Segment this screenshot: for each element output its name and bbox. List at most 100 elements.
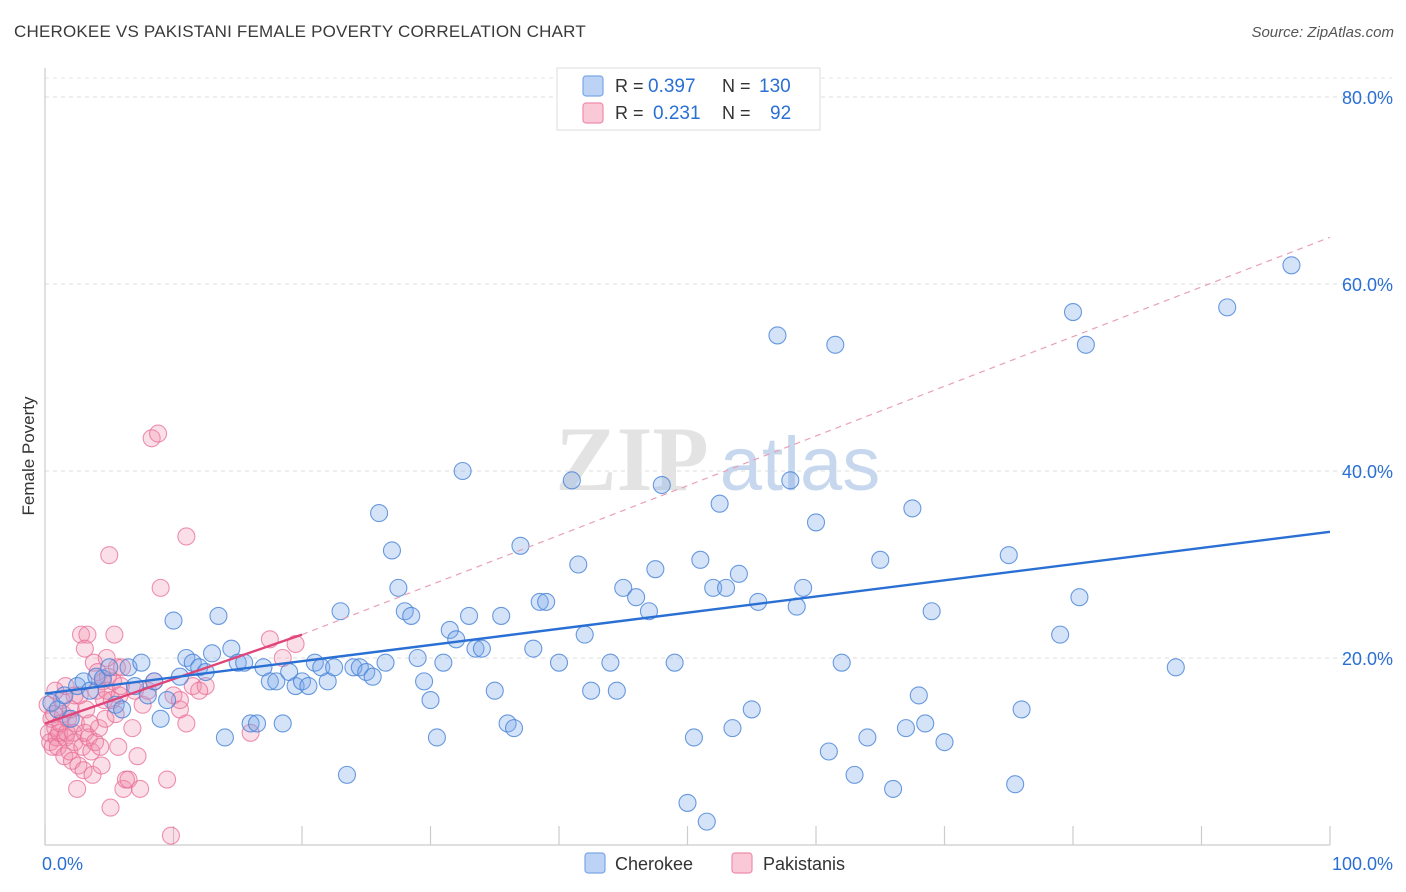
cherokee-point <box>357 662 376 682</box>
pakistanis-point <box>128 747 147 766</box>
cherokee-point <box>434 653 453 672</box>
cherokee-point <box>794 578 813 597</box>
cherokee-point <box>286 676 305 696</box>
cherokee-point <box>639 602 659 621</box>
trend-lines <box>44 236 1331 725</box>
cherokee-point <box>524 639 543 658</box>
cherokee-point <box>158 691 177 710</box>
cherokee-point <box>601 653 620 672</box>
cherokee-point <box>337 765 357 784</box>
cherokee-point <box>1166 658 1185 677</box>
pakistanis-point <box>78 625 97 644</box>
cherokee-point <box>260 672 279 691</box>
series-pakistanis <box>38 424 305 845</box>
y-tick-label: 40.0% <box>1342 462 1393 482</box>
pakistanis-point <box>177 527 196 546</box>
legend-n-value-2: 92 <box>770 103 791 124</box>
pakistanis-point <box>92 756 111 775</box>
cherokee-point <box>684 728 703 747</box>
cherokee-point <box>421 691 440 710</box>
cherokee-point <box>215 728 234 747</box>
cherokee-point <box>177 648 196 668</box>
pakistanis-point <box>96 709 115 728</box>
cherokee-point <box>562 471 581 490</box>
cherokee-point <box>575 625 594 644</box>
cherokee-point <box>299 676 318 696</box>
pakistanis-point <box>106 705 125 724</box>
pakistanis-point <box>161 826 180 845</box>
x-tick-labels: 0.0% 100.0% <box>42 854 1393 874</box>
pakistanis-point <box>101 798 120 817</box>
cherokee-point <box>292 672 312 691</box>
x-tick-label: 0.0% <box>42 854 83 874</box>
cherokee-point <box>742 700 761 719</box>
pakistanis-point <box>286 634 305 654</box>
pakistanis-point <box>183 676 202 696</box>
legend-swatch-pakistanis <box>582 102 604 124</box>
pakistanis-point <box>177 714 196 733</box>
cherokee-point <box>1282 256 1301 275</box>
cherokee-point <box>382 541 402 560</box>
y-tick-label: 20.0% <box>1342 649 1393 669</box>
legend-bottom-swatch-cherokee <box>584 852 606 874</box>
cherokee-point <box>247 714 267 733</box>
gridlines <box>45 77 1392 659</box>
cherokee-point <box>916 714 935 733</box>
pakistanis-point <box>100 546 119 565</box>
pakistanis-point <box>50 723 69 742</box>
cherokee-point <box>273 714 292 733</box>
cherokee-point <box>999 546 1018 565</box>
cherokee-point <box>704 578 723 597</box>
legend-n-label-2: N = <box>722 103 751 123</box>
cherokee-point <box>832 653 851 672</box>
cherokee-point <box>858 728 877 747</box>
x-tick-label: 100.0% <box>1332 854 1393 874</box>
cherokee-point <box>871 550 890 569</box>
cherokee-point <box>100 658 119 677</box>
legend-swatch-cherokee <box>582 75 604 97</box>
pakistanis-point <box>48 737 67 756</box>
cherokee-point <box>691 550 710 569</box>
cherokee-point <box>549 653 569 672</box>
cherokee-trend-line <box>44 530 1331 695</box>
cherokee-point <box>569 555 588 574</box>
cherokee-point <box>530 592 549 611</box>
cherokee-point <box>459 606 479 625</box>
cherokee-point <box>350 658 369 677</box>
pakistanis-point <box>170 691 189 710</box>
pakistanis-point <box>149 424 168 443</box>
cherokee-point <box>627 588 646 607</box>
cherokee-point <box>151 709 170 728</box>
cherokee-point <box>164 611 183 630</box>
legend-bottom-cherokee: Cherokee <box>615 854 693 874</box>
cherokee-point <box>511 536 530 555</box>
cherokee-point <box>363 667 382 686</box>
cherokee-point <box>723 719 742 738</box>
cherokee-point <box>504 719 524 738</box>
pakistanis-point <box>196 676 215 696</box>
cherokee-point <box>665 653 684 672</box>
cherokee-point <box>427 728 446 747</box>
pakistanis-point <box>133 695 152 714</box>
cherokee-point <box>819 742 838 761</box>
legend-r-label-2: R = <box>615 103 644 123</box>
cherokee-point <box>408 648 427 668</box>
cherokee-point <box>582 681 601 700</box>
cherokee-point <box>325 658 344 677</box>
cherokee-point <box>935 733 954 752</box>
cherokee-point <box>607 681 626 700</box>
pakistanis-point <box>89 719 109 738</box>
cherokee-point <box>415 672 434 691</box>
pakistanis-point <box>151 578 170 597</box>
axes <box>44 68 1331 846</box>
y-tick-labels: 20.0% 40.0% 60.0% 80.0% <box>1342 88 1393 669</box>
cherokee-point <box>370 504 389 523</box>
cherokee-point <box>132 653 151 672</box>
pakistanis-point <box>91 737 110 756</box>
cherokee-point <box>1076 335 1095 354</box>
y-axis-label: Female Poverty <box>19 396 38 516</box>
legend-n-value-1: 130 <box>759 76 791 97</box>
cherokee-point <box>1051 625 1070 644</box>
pakistanis-point <box>109 737 128 756</box>
